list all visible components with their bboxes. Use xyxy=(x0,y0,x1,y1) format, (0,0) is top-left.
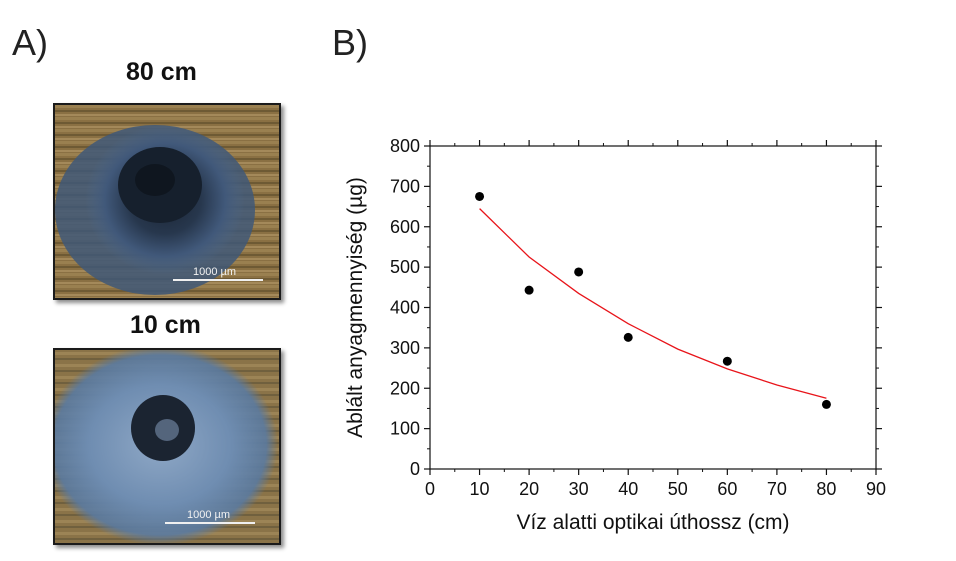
x-axis-title: Víz alatti optikai úthossz (cm) xyxy=(516,511,789,534)
image-title-80cm: 80 cm xyxy=(126,58,197,86)
chart-panel-b: 0 10 20 30 40 50 60 70 80 90 0 100 200 300 400 500 600 70… xyxy=(300,80,956,561)
y-axis-title: Ablált anyagmennyiség (µg) xyxy=(344,177,367,438)
data-point xyxy=(722,356,732,366)
x-tick-label: 40 xyxy=(618,479,638,499)
data-point xyxy=(821,399,831,409)
y-tick-label: 800 xyxy=(390,136,420,156)
scale-bar-label: 1000 µm xyxy=(187,509,230,521)
y-tick-label: 700 xyxy=(390,176,420,196)
data-point xyxy=(475,191,485,201)
data-point xyxy=(623,332,633,342)
x-tick-label: 60 xyxy=(717,479,737,499)
x-tick-label: 80 xyxy=(816,479,836,499)
x-tick-label: 0 xyxy=(425,479,435,499)
plot-frame xyxy=(429,145,877,470)
panel-a-label: A) xyxy=(12,22,48,63)
y-tick-label: 400 xyxy=(390,298,420,318)
y-tick-label: 0 xyxy=(410,459,420,479)
data-point xyxy=(574,267,584,277)
x-tick-label: 30 xyxy=(569,479,589,499)
y-tick-label: 500 xyxy=(390,257,420,277)
scale-bar-label: 1000 µm xyxy=(193,266,236,278)
data-point xyxy=(524,285,534,295)
x-tick-label: 70 xyxy=(767,479,787,499)
image-title-10cm: 10 cm xyxy=(130,311,201,339)
y-tick-label: 100 xyxy=(390,419,420,439)
scatter-chart: 0 10 20 30 40 50 60 70 80 90 0 100 200 300 400 500 600 70… xyxy=(344,136,886,534)
y-tick-label: 600 xyxy=(390,217,420,237)
x-tick-label: 50 xyxy=(668,479,688,499)
fit-curve xyxy=(479,208,827,399)
x-tick-label: 90 xyxy=(866,479,886,499)
x-tick-label: 10 xyxy=(470,479,490,499)
micrograph-10cm: 1000 µm xyxy=(53,348,281,545)
micrograph-80cm: 1000 µm xyxy=(53,103,281,300)
y-tick-label: 300 xyxy=(390,338,420,358)
panel-b-label: B) xyxy=(332,22,368,63)
y-tick-label: 200 xyxy=(390,378,420,398)
x-tick-label: 20 xyxy=(519,479,539,499)
